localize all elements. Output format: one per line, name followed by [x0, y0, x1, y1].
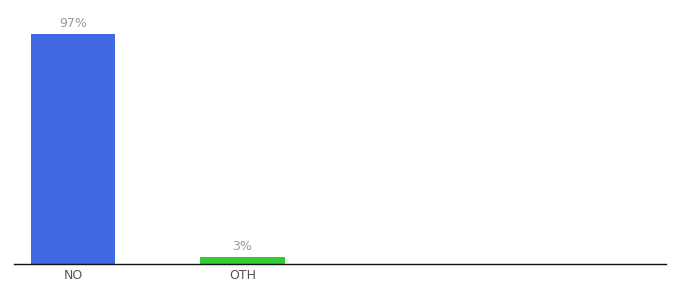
Text: 97%: 97%	[59, 17, 87, 30]
Bar	[200, 257, 285, 264]
Text: 3%: 3%	[233, 240, 252, 253]
Bar	[31, 34, 116, 264]
